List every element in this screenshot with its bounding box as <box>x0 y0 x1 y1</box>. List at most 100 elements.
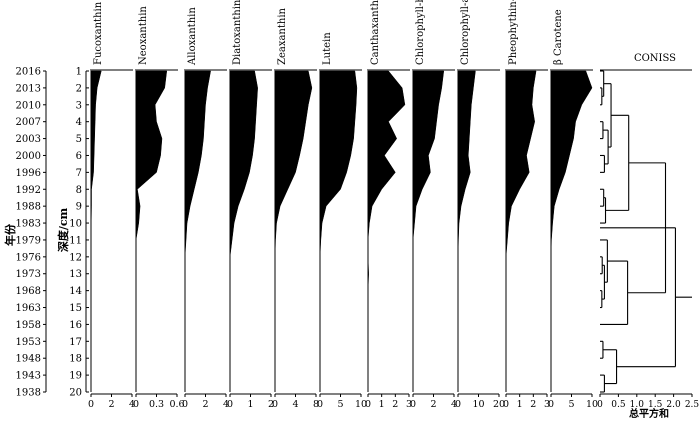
coniss-tick-label: 1.0 <box>630 400 645 410</box>
depth-tick-label: 4 <box>76 117 82 128</box>
depth-tick-label: 2 <box>76 83 82 94</box>
year-tick-label: 2003 <box>16 134 41 145</box>
series-title: Fucoxanthin <box>93 1 104 65</box>
profile-area <box>505 70 537 392</box>
series-title: Pheophythin-a <box>508 0 519 65</box>
x-tick-label: 1 <box>517 399 523 410</box>
year-axis: 2016 2013 2010 2007 2003 2000 1996 1992 1988 1983… <box>16 67 47 399</box>
panel-canthaxanthin: 0 1 2 3 Canthaxanthin <box>365 0 412 410</box>
series-title: Zeaxanthin <box>277 7 288 65</box>
x-tick-label: 10 <box>355 399 367 410</box>
x-tick-label: 2 <box>202 399 208 410</box>
x-tick-label: 0 <box>272 399 278 410</box>
depth-tick-label: 8 <box>76 185 82 196</box>
year-tick-label: 1938 <box>16 388 41 399</box>
x-tick-label: 0 <box>548 399 554 410</box>
year-tick-label: 1992 <box>16 185 41 196</box>
year-tick-label: 1988 <box>16 202 41 213</box>
coniss-tick-label: 2.0 <box>666 400 681 410</box>
year-tick-label: 2000 <box>16 151 41 162</box>
depth-tick-label: 7 <box>76 168 82 179</box>
x-tick-label: 2 <box>392 399 398 410</box>
x-tick-label: 0.3 <box>149 399 164 410</box>
panel-chlorophyll-b: 0 2 4 Chlorophyll-b <box>410 0 457 410</box>
year-tick-label: 2007 <box>16 117 41 128</box>
coniss-xlabel: 总平方和 <box>629 407 669 420</box>
x-tick-label: 0 <box>365 399 371 410</box>
profile-area <box>319 70 358 392</box>
year-tick-label: 1973 <box>16 269 41 280</box>
profile-area <box>90 70 102 392</box>
series-title: Diatoxanthin <box>232 0 243 65</box>
series-title: Chlorophyll-a <box>460 0 471 65</box>
series-title: Alloxanthin <box>187 7 198 66</box>
panel-fucoxanthin: 0 2 4 Fucoxanthin <box>88 1 135 410</box>
series-title: Canthaxanthin <box>370 0 381 65</box>
depth-tick-label: 18 <box>69 354 82 365</box>
depth-tick-label: 14 <box>69 286 82 297</box>
series-title: β Carotene <box>553 9 564 65</box>
year-tick-label: 1943 <box>16 371 41 382</box>
x-tick-label: 0 <box>88 399 94 410</box>
depth-tick-label: 3 <box>76 100 82 111</box>
year-tick-label: 1979 <box>16 235 41 246</box>
x-tick-label: 4 <box>129 399 135 410</box>
depth-tick-label: 17 <box>69 337 82 348</box>
profile-area <box>457 70 476 392</box>
x-tick-label: 0 <box>133 399 139 410</box>
x-tick-label: 5 <box>337 399 343 410</box>
x-tick-label: 10 <box>472 399 484 410</box>
year-tick-label: 2016 <box>16 67 41 78</box>
x-tick-label: 0 <box>227 399 233 410</box>
series-title: Neoxanthin <box>138 6 149 65</box>
profile-area <box>184 70 211 392</box>
depth-tick-label: 16 <box>69 320 82 331</box>
series-title: Chlorophyll-b <box>415 0 426 65</box>
x-tick-label: 4 <box>292 399 298 410</box>
panel-pheophythin-a: 0 1 2 3 Pheophythin-a <box>503 0 550 410</box>
depth-tick-label: 11 <box>69 235 82 246</box>
x-tick-label: 4 <box>451 399 457 410</box>
x-tick-label: 1 <box>247 399 253 410</box>
x-tick-label: 0 <box>503 399 509 410</box>
panel-chlorophyll-a: 0 10 20 Chlorophyll-a <box>455 0 505 410</box>
x-tick-label: 4 <box>223 399 229 410</box>
x-tick-label: 0 <box>410 399 416 410</box>
year-tick-label: 2013 <box>16 83 41 94</box>
year-tick-label: 1968 <box>16 286 41 297</box>
panel-diatoxanthin: 0 1 2 Diatoxanthin <box>227 0 274 410</box>
profile-area <box>135 70 168 392</box>
profile-area <box>367 70 406 392</box>
panel-neoxanthin: 0 0.3 0.6 Neoxanthin <box>133 6 185 410</box>
depth-tick-label: 12 <box>69 252 82 263</box>
x-tick-label: 3 <box>406 399 412 410</box>
x-tick-label: 10 <box>586 399 598 410</box>
year-tick-label: 1976 <box>16 252 41 263</box>
year-tick-label: 1953 <box>16 337 41 348</box>
depth-tick-label: 15 <box>69 303 82 314</box>
profile-area <box>229 70 258 392</box>
depth-tick-label: 6 <box>76 151 82 162</box>
profile-area <box>274 70 313 392</box>
depth-axis-label: 深度/cm <box>56 207 70 252</box>
panel-lutein: 0 5 10 Lutein <box>317 32 367 410</box>
depth-tick-label: 9 <box>76 202 82 213</box>
panel-alloxanthin: 0 2 4 Alloxanthin <box>182 7 229 410</box>
year-tick-label: 2010 <box>16 100 41 111</box>
year-tick-label: 1983 <box>16 219 41 230</box>
x-tick-label: 0 <box>455 399 461 410</box>
profile-area <box>550 70 593 392</box>
depth-tick-label: 10 <box>69 219 82 230</box>
depth-tick-label: 20 <box>69 388 82 399</box>
x-tick-label: 2 <box>268 399 274 410</box>
profile-area <box>412 70 445 392</box>
series-title: Lutein <box>322 32 333 65</box>
coniss-title: CONISS <box>634 53 676 64</box>
x-tick-label: 2 <box>108 399 114 410</box>
x-tick-label: 0 <box>182 399 188 410</box>
year-tick-label: 1948 <box>16 354 41 365</box>
depth-tick-label: 19 <box>69 371 82 382</box>
